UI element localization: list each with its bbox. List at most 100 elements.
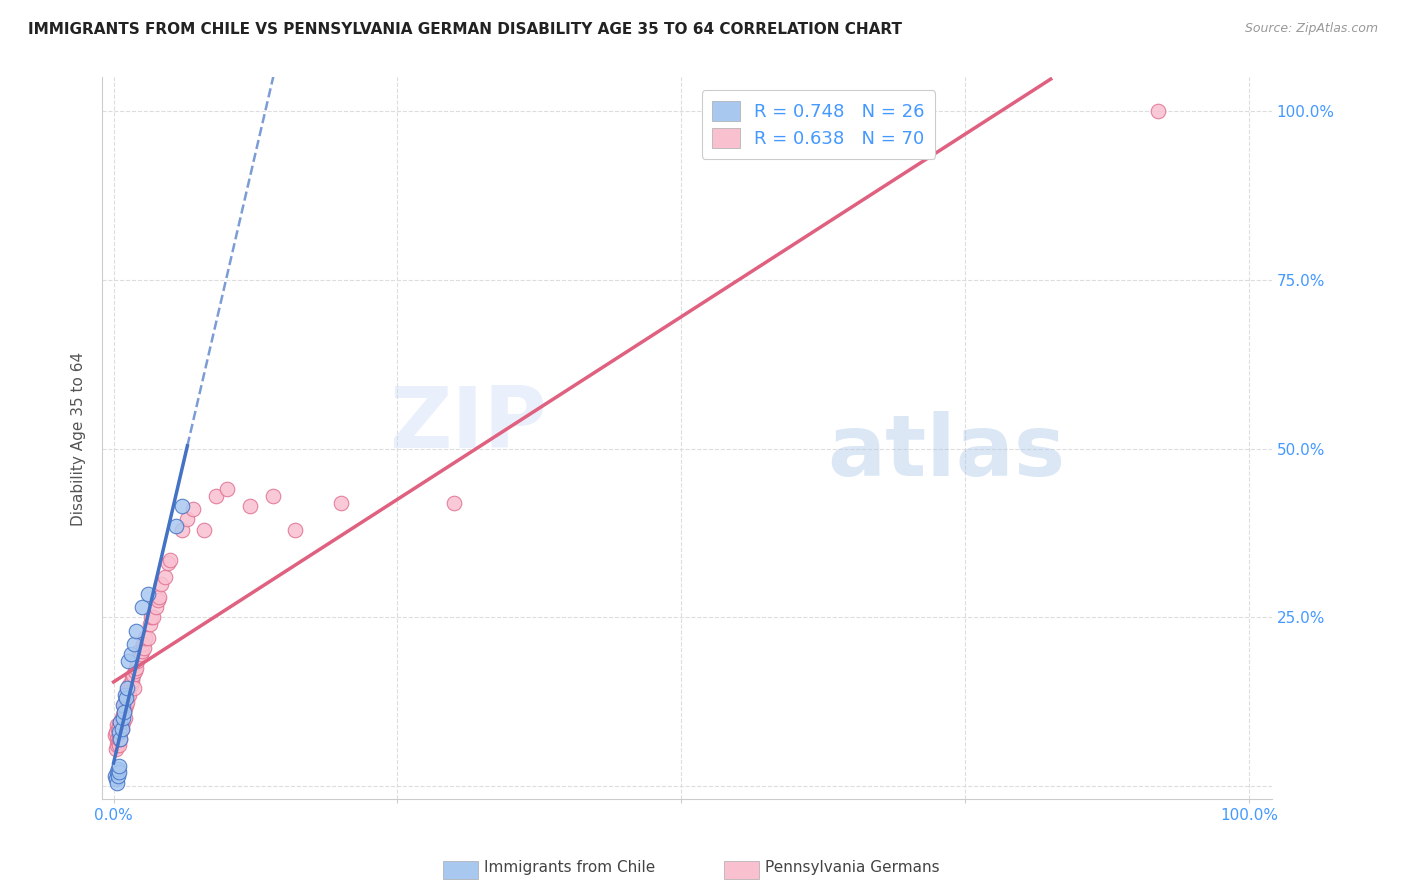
- Point: [115, 698, 138, 712]
- Point: [443, 495, 465, 509]
- Point: [150, 576, 173, 591]
- Point: [217, 482, 239, 496]
- Point: [112, 698, 135, 712]
- Point: [118, 688, 141, 702]
- Point: [110, 714, 132, 729]
- Point: [117, 654, 139, 668]
- Point: [110, 718, 132, 732]
- Point: [111, 711, 134, 725]
- Point: [284, 523, 307, 537]
- Point: [115, 681, 138, 695]
- Point: [110, 714, 132, 729]
- Point: [134, 640, 156, 655]
- Point: [110, 722, 132, 736]
- Text: Source: ZipAtlas.com: Source: ZipAtlas.com: [1244, 22, 1378, 36]
- Point: [142, 610, 165, 624]
- Point: [118, 678, 141, 692]
- Point: [122, 681, 145, 695]
- Point: [117, 681, 139, 695]
- Point: [105, 775, 128, 789]
- Point: [108, 739, 131, 753]
- Point: [107, 735, 129, 749]
- Y-axis label: Disability Age 35 to 64: Disability Age 35 to 64: [72, 351, 86, 525]
- Point: [148, 590, 170, 604]
- Point: [121, 674, 143, 689]
- Point: [114, 688, 136, 702]
- Point: [159, 553, 181, 567]
- Text: Immigrants from Chile: Immigrants from Chile: [484, 860, 655, 874]
- Point: [204, 489, 226, 503]
- Point: [122, 667, 145, 681]
- Point: [239, 499, 262, 513]
- Text: Pennsylvania Germans: Pennsylvania Germans: [765, 860, 939, 874]
- Point: [136, 587, 159, 601]
- Point: [108, 731, 131, 746]
- Point: [181, 502, 204, 516]
- Point: [131, 644, 153, 658]
- Point: [104, 772, 127, 787]
- Point: [105, 765, 128, 780]
- Point: [117, 688, 139, 702]
- Point: [132, 637, 155, 651]
- Point: [115, 695, 138, 709]
- Point: [129, 648, 152, 662]
- Point: [125, 661, 148, 675]
- Point: [193, 523, 215, 537]
- Point: [107, 762, 129, 776]
- Point: [105, 739, 128, 753]
- Point: [125, 624, 148, 638]
- Point: [1147, 104, 1170, 119]
- Point: [120, 648, 142, 662]
- Point: [145, 600, 167, 615]
- Point: [139, 617, 162, 632]
- Point: [139, 610, 162, 624]
- Point: [262, 489, 284, 503]
- Point: [110, 722, 132, 736]
- Point: [104, 728, 127, 742]
- Point: [170, 499, 193, 513]
- Point: [105, 718, 128, 732]
- Point: [108, 765, 131, 780]
- Point: [165, 519, 187, 533]
- Point: [107, 722, 129, 736]
- Point: [153, 570, 176, 584]
- Point: [114, 695, 136, 709]
- Point: [176, 512, 198, 526]
- Point: [131, 600, 153, 615]
- Point: [124, 665, 146, 679]
- Point: [104, 725, 127, 739]
- Point: [329, 495, 352, 509]
- Point: [157, 556, 180, 570]
- Point: [110, 711, 132, 725]
- Point: [104, 742, 127, 756]
- Point: [146, 593, 169, 607]
- Point: [107, 769, 129, 783]
- Point: [108, 718, 131, 732]
- Point: [110, 725, 132, 739]
- Point: [111, 714, 134, 729]
- Point: [128, 644, 150, 658]
- Text: IMMIGRANTS FROM CHILE VS PENNSYLVANIA GERMAN DISABILITY AGE 35 TO 64 CORRELATION: IMMIGRANTS FROM CHILE VS PENNSYLVANIA GE…: [28, 22, 903, 37]
- Text: atlas: atlas: [827, 411, 1066, 494]
- Point: [112, 705, 135, 719]
- Text: ZIP: ZIP: [389, 383, 547, 466]
- Point: [105, 731, 128, 746]
- Point: [111, 698, 134, 712]
- Point: [122, 637, 145, 651]
- Point: [115, 691, 138, 706]
- Point: [115, 691, 138, 706]
- Point: [108, 725, 131, 739]
- Point: [108, 728, 131, 742]
- Point: [136, 631, 159, 645]
- Point: [108, 758, 131, 772]
- Point: [104, 769, 127, 783]
- Point: [112, 705, 135, 719]
- Point: [134, 631, 156, 645]
- Point: [110, 731, 132, 746]
- Point: [170, 523, 193, 537]
- Point: [110, 731, 132, 746]
- Point: [121, 671, 143, 685]
- Point: [114, 711, 136, 725]
- Point: [115, 684, 138, 698]
- Point: [127, 654, 149, 668]
